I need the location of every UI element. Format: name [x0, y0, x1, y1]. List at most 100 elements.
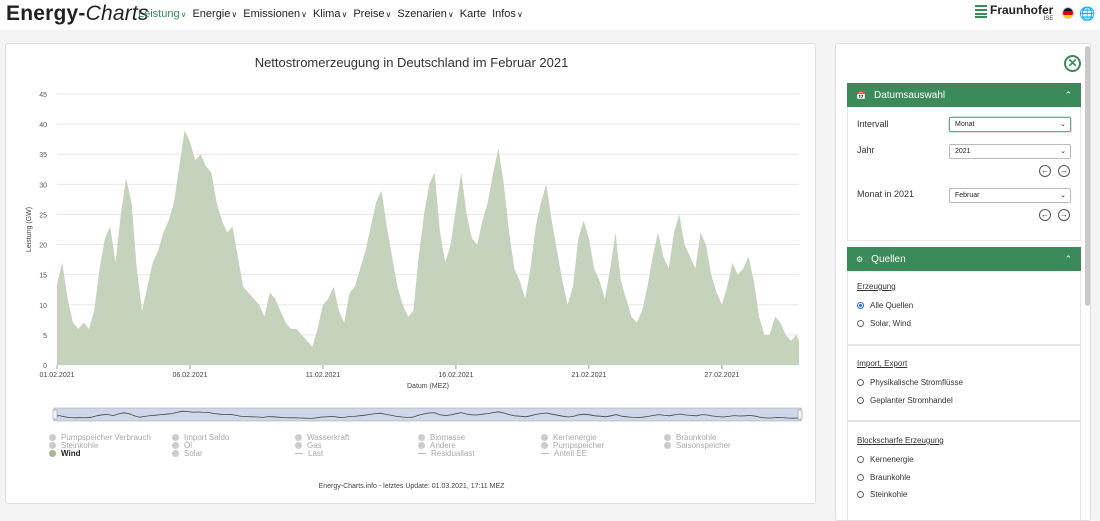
- series-area-wind: [57, 130, 799, 365]
- legend-item-andere[interactable]: Andere: [418, 441, 456, 450]
- radio-label: Geplanter Stromhandel: [870, 396, 953, 405]
- sources-section-title: Quellen: [871, 253, 906, 265]
- radio-label: Solar, Wind: [870, 319, 911, 328]
- nav-item-infos[interactable]: Infos∨: [492, 8, 523, 20]
- legend-item-braunkohle[interactable]: Braunkohle: [664, 433, 716, 442]
- sources-section-header[interactable]: ⚙ Quellen ⌃: [847, 247, 1081, 271]
- legend-item-anteil-ee[interactable]: Anteil EE: [541, 449, 587, 458]
- legend-item-wind[interactable]: Wind: [49, 449, 80, 458]
- chevron-down-icon: ∨: [516, 10, 523, 19]
- legend-marker: [541, 442, 548, 449]
- legend-marker: [295, 442, 302, 449]
- nav-item-karte[interactable]: Karte: [460, 8, 486, 20]
- month-next-button[interactable]: →: [1058, 209, 1070, 221]
- radio-button[interactable]: [857, 456, 864, 463]
- legend-marker: [664, 434, 671, 441]
- brand-name: Fraunhofer: [990, 3, 1054, 17]
- legend-item-last[interactable]: Last: [295, 449, 323, 458]
- logo-sub-text: Charts: [85, 2, 149, 25]
- interval-select[interactable]: Monat ⌄: [949, 117, 1071, 132]
- unit-generation-group-title: Blockscharfe Erzeugung: [857, 436, 944, 445]
- chevron-down-icon: ⌄: [1060, 192, 1066, 199]
- legend-label: Andere: [430, 441, 456, 450]
- generation-group-box: [847, 271, 1081, 345]
- nav-item-preise[interactable]: Preise∨: [353, 8, 391, 20]
- x-tick-label: 21.02.2021: [571, 372, 606, 379]
- legend-item-import-saldo[interactable]: Import Saldo: [172, 433, 229, 442]
- settings-sidebar: ✕ 📅 Datumsauswahl ⌃ Intervall Monat ⌄ Ja…: [835, 43, 1091, 521]
- y-tick-label: 30: [39, 182, 47, 189]
- legend-item-saisonspeicher[interactable]: Saisonspeicher: [664, 441, 731, 450]
- radio-button[interactable]: [857, 474, 864, 481]
- nav-item-label: Emissionen: [243, 8, 301, 20]
- y-tick-label: 10: [39, 303, 47, 310]
- nav-item-energie[interactable]: Energie∨: [192, 8, 237, 20]
- legend-marker: [295, 434, 302, 441]
- year-previous-button[interactable]: ←: [1039, 165, 1051, 177]
- radio-button[interactable]: [857, 491, 864, 498]
- x-tick-label: 27.02.2021: [704, 372, 739, 379]
- close-sidebar-button[interactable]: ✕: [1064, 55, 1081, 72]
- date-section-header[interactable]: 📅 Datumsauswahl ⌃: [847, 83, 1081, 107]
- legend-item--l[interactable]: Öl: [172, 441, 192, 450]
- nav-item-label: Energie: [192, 8, 231, 20]
- legend-item-gas[interactable]: Gas: [295, 441, 322, 450]
- legend-item-pumpspeicher[interactable]: Pumpspeicher: [541, 441, 604, 450]
- german-flag-icon[interactable]: [1062, 7, 1074, 19]
- month-previous-button[interactable]: ←: [1039, 209, 1051, 221]
- legend-label: Saisonspeicher: [676, 441, 731, 450]
- navigator-handle-right: [797, 409, 803, 420]
- chevron-down-icon: ∨: [447, 10, 454, 19]
- x-axis-label: Datum (MEZ): [407, 383, 449, 390]
- legend-label: Wasserkraft: [307, 433, 350, 442]
- chart-area: [57, 130, 799, 365]
- nav-item-label: Szenarien: [397, 8, 447, 20]
- legend-item-solar[interactable]: Solar: [172, 449, 203, 458]
- radio-physical-flows[interactable]: Physikalische Stromflüsse: [857, 378, 963, 387]
- legend-item-kernenergie[interactable]: Kernenergie: [541, 433, 597, 442]
- radio-nuclear[interactable]: Kernenergie: [857, 455, 914, 464]
- legend-item-steinkohle[interactable]: Steinkohle: [49, 441, 98, 450]
- radio-hard-coal[interactable]: Steinkohle: [857, 490, 907, 499]
- legend-label: Biomasse: [430, 433, 466, 442]
- radio-solar-wind[interactable]: Solar, Wind: [857, 319, 911, 328]
- legend-item-wasserkraft[interactable]: Wasserkraft: [295, 433, 349, 442]
- fraunhofer-logo[interactable]: Fraunhofer ISE: [975, 4, 1053, 22]
- chevron-down-icon: ∨: [341, 10, 348, 19]
- chevron-down-icon: ∨: [301, 10, 307, 19]
- legend-item-biomasse[interactable]: Biomasse: [418, 433, 465, 442]
- nav-item-klima[interactable]: Klima∨: [313, 8, 347, 20]
- radio-planned-trade[interactable]: Geplanter Stromhandel: [857, 396, 953, 405]
- nav-item-leistung[interactable]: Leistung∨: [138, 8, 186, 20]
- radio-label: Alle Quellen: [870, 301, 914, 310]
- radio-button[interactable]: [857, 302, 864, 309]
- radio-button[interactable]: [857, 320, 864, 327]
- chart-title: Nettostromerzeugung in Deutschland im Fe…: [254, 55, 569, 70]
- legend-label: Gas: [307, 441, 322, 450]
- radio-button[interactable]: [857, 397, 864, 404]
- radio-lignite[interactable]: Braunkohle: [857, 473, 910, 482]
- globe-icon[interactable]: 🌐: [1079, 6, 1096, 21]
- legend-label: Last: [308, 449, 324, 458]
- sidebar-scrollbar[interactable]: [1085, 46, 1090, 306]
- range-navigator[interactable]: [52, 407, 803, 422]
- nav-item-szenarien[interactable]: Szenarien∨: [397, 8, 453, 20]
- month-select[interactable]: Februar ⌄: [949, 188, 1071, 203]
- y-tick-label: 40: [39, 122, 47, 129]
- year-select[interactable]: 2021 ⌄: [949, 144, 1071, 159]
- energy-charts-logo[interactable]: Energy-Charts: [6, 2, 149, 26]
- chart-panel: Nettostromerzeugung in Deutschland im Fe…: [5, 43, 816, 504]
- legend-marker: [418, 442, 425, 449]
- radio-all-sources[interactable]: Alle Quellen: [857, 301, 913, 310]
- radio-label: Physikalische Stromflüsse: [870, 378, 963, 387]
- nav-item-emissionen[interactable]: Emissionen∨: [243, 8, 307, 20]
- radio-button[interactable]: [857, 379, 864, 386]
- legend-label: Pumpspeicher: [553, 441, 605, 450]
- legend-item-pumpspeicher-verbrauch[interactable]: Pumpspeicher Verbrauch: [49, 433, 151, 442]
- legend-marker: [664, 442, 671, 449]
- year-next-button[interactable]: →: [1058, 165, 1070, 177]
- legend-item-residuallast[interactable]: Residuallast: [418, 449, 475, 458]
- nav-item-label: Preise: [353, 8, 385, 20]
- sources-icon: ⚙: [856, 254, 864, 264]
- chevron-down-icon: ∨: [180, 10, 187, 19]
